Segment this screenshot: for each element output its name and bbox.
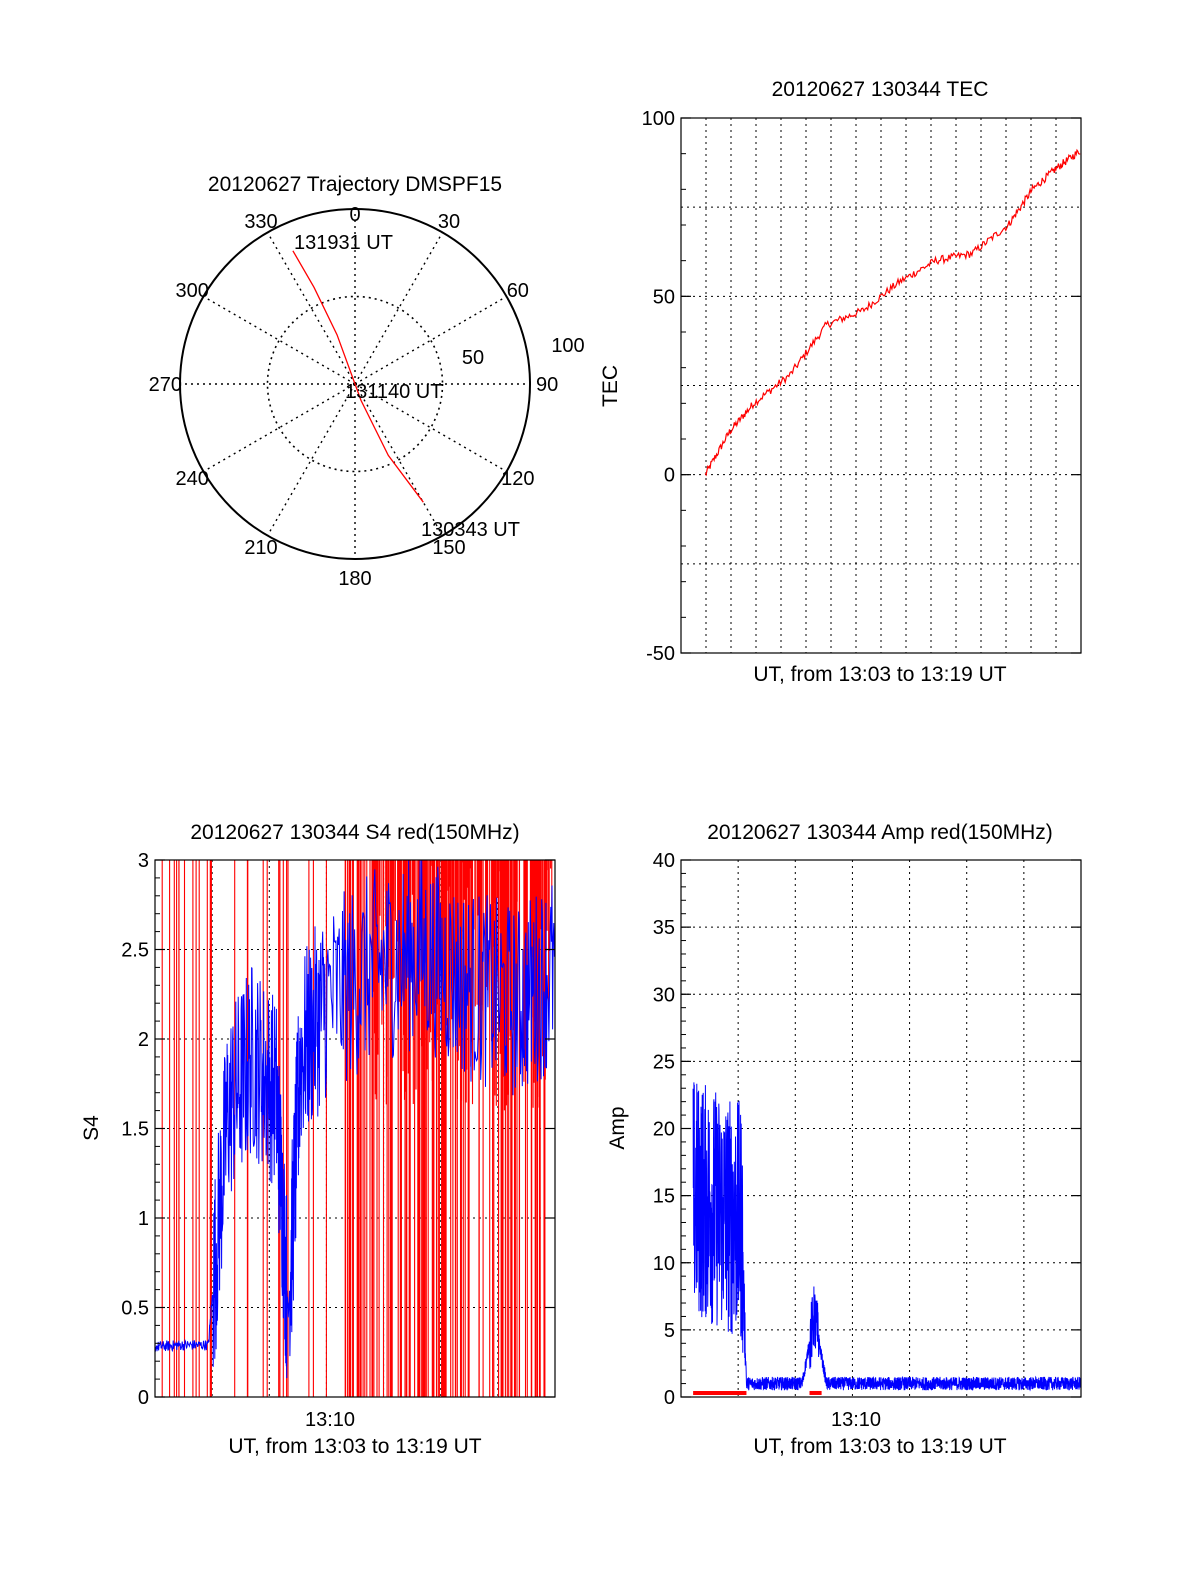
polar-angle-labels: 0 30 60 90 120 150 180 210 240 270 300 330 [149, 204, 559, 590]
amp-y-axis-label: Amp [606, 1106, 629, 1149]
s4-ytick-label: 1.5 [121, 1119, 149, 1141]
polar-angle-label-150: 150 [432, 537, 465, 559]
tec-y-ticks: 100 50 0 -50 [642, 108, 1081, 665]
amp-x-axis-label: UT, from 13:03 to 13:19 UT [753, 1435, 1006, 1458]
s4-x-axis-label: UT, from 13:03 to 13:19 UT [228, 1435, 481, 1458]
tec-y-axis-label: TEC [599, 365, 622, 407]
tec-ytick-label: 50 [653, 286, 675, 308]
polar-angle-label-90: 90 [536, 374, 558, 396]
tec-ytick-label: 100 [642, 108, 675, 130]
polar-angle-label-180: 180 [338, 568, 371, 590]
tec-grid [681, 118, 1081, 653]
polar-angle-label-120: 120 [501, 468, 534, 490]
polar-spoke-330 [266, 232, 356, 385]
tec-plot-frame [680, 117, 1082, 654]
polar-spoke-150 [354, 383, 444, 536]
tec-series-line [704, 148, 1081, 477]
amp-ytick-label: 0 [664, 1387, 675, 1409]
polar-spoke-60 [354, 295, 507, 385]
amp-ytick-label: 5 [664, 1320, 675, 1342]
amp-x-tick-label: 13:10 [831, 1409, 881, 1431]
polar-angle-label-60: 60 [507, 280, 529, 302]
trajectory-end-label: 131931 UT [294, 232, 393, 254]
polar-spoke-240 [203, 383, 356, 473]
s4-ytick-label: 2 [138, 1029, 149, 1051]
s4-title: 20120627 130344 S4 red(150MHz) [190, 821, 519, 844]
polar-angle-label-0: 0 [349, 204, 360, 226]
polar-spoke-30 [354, 232, 444, 385]
tec-x-axis-label: UT, from 13:03 to 13:19 UT [753, 663, 1006, 686]
s4-ytick-label: 0.5 [121, 1298, 149, 1320]
polar-angle-label-300: 300 [175, 280, 208, 302]
amp-ytick-label: 15 [653, 1186, 675, 1208]
s4-blue-series [154, 859, 555, 1379]
polar-inner-circle [266, 295, 444, 473]
s4-ytick-label: 0 [138, 1387, 149, 1409]
trajectory-start-label: 130343 UT [421, 519, 520, 541]
tec-chart: 20120627 130344 TEC 100 50 0 -50 TEC UT, fr… [599, 78, 1082, 686]
amp-ytick-label: 40 [653, 850, 675, 872]
polar-outer-circle [179, 208, 531, 560]
polar-angle-label-210: 210 [244, 537, 277, 559]
polar-angle-label-240: 240 [175, 468, 208, 490]
amp-ytick-label: 10 [653, 1253, 675, 1275]
amp-ytick-label: 35 [653, 917, 675, 939]
amp-grid [681, 860, 1081, 1397]
polar-spoke-210 [266, 383, 356, 536]
s4-blue-line [154, 859, 555, 1379]
trajectory-polar-chart: 20120627 Trajectory DMSPF15 0 30 60 90 120 15… [149, 173, 585, 590]
amp-ytick-label: 20 [653, 1119, 675, 1141]
polar-grid [180, 209, 530, 559]
s4-ytick-label: 2.5 [121, 940, 149, 962]
s4-ytick-label: 1 [138, 1208, 149, 1230]
tec-ytick-label: 0 [664, 465, 675, 487]
s4-chart: 20120627 130344 S4 red(150MHz) 3 2.5 2 1.5 1… [80, 821, 556, 1458]
polar-spoke-120 [354, 383, 507, 473]
s4-ytick-label: 3 [138, 850, 149, 872]
amp-ytick-label: 30 [653, 984, 675, 1006]
amp-y-ticks: 40 35 30 25 20 15 10 5 0 [653, 850, 1081, 1409]
s4-y-ticks: 3 2.5 2 1.5 1 0.5 0 [121, 850, 555, 1409]
polar-spoke-300 [203, 295, 356, 385]
polar-angle-label-270: 270 [149, 374, 182, 396]
tec-ytick-label: -50 [646, 643, 675, 665]
trajectory-mid-label: 131140 UT [345, 381, 442, 403]
amp-chart: 20120627 130344 Amp red(150MHz) 40 35 30 25… [606, 821, 1082, 1458]
trajectory-line [292, 250, 424, 503]
s4-red-spikes [161, 860, 553, 1397]
polar-title: 20120627 Trajectory DMSPF15 [208, 173, 502, 196]
tec-title: 20120627 130344 TEC [772, 78, 989, 101]
polar-radius-label-50: 50 [462, 347, 484, 369]
amp-blue-line [692, 1082, 1082, 1392]
amp-ytick-label: 25 [653, 1051, 675, 1073]
s4-y-axis-label: S4 [80, 1115, 103, 1141]
s4-x-tick-label: 13:10 [305, 1409, 355, 1431]
polar-angle-label-30: 30 [438, 211, 460, 233]
polar-angle-label-330: 330 [244, 211, 277, 233]
amp-blue-series [692, 1082, 1082, 1392]
s4-red-series [161, 860, 553, 1397]
amp-title: 20120627 130344 Amp red(150MHz) [707, 821, 1053, 844]
polar-radius-label-100: 100 [551, 335, 584, 357]
